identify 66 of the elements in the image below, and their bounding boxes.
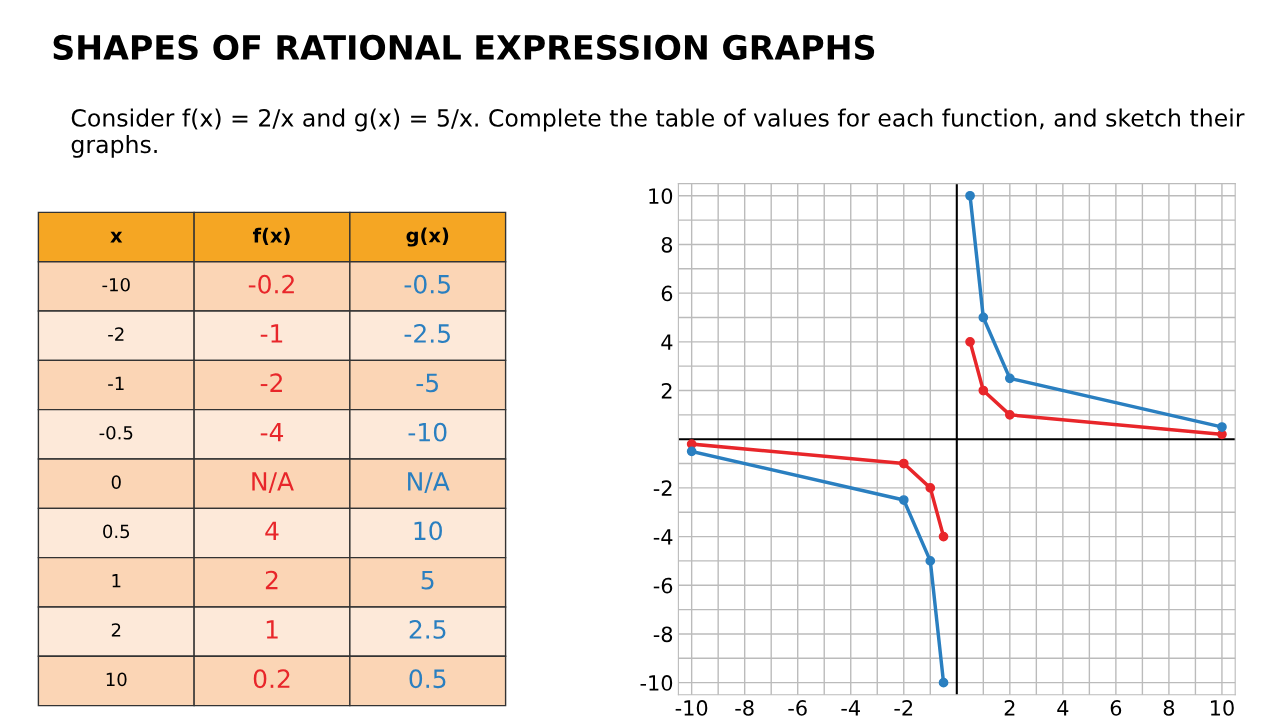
point	[965, 336, 975, 347]
text: -0.5	[99, 425, 133, 440]
point	[938, 531, 949, 542]
point	[938, 677, 949, 688]
text: g(x)	[406, 227, 449, 247]
point	[925, 556, 936, 566]
point	[1217, 422, 1227, 432]
y-tick-label: -6	[653, 577, 673, 594]
text: 10	[414, 521, 442, 541]
text: 5	[421, 570, 434, 590]
point	[965, 190, 975, 201]
y-tick-label: 4	[661, 334, 673, 350]
text: 0.5	[409, 669, 446, 689]
x-tick-label: -4	[841, 700, 860, 716]
y-tick-label: -2	[653, 480, 672, 496]
text: -4	[260, 423, 284, 442]
text: -1	[108, 376, 124, 390]
x-tick-label: 2	[1004, 700, 1015, 716]
text: -10	[408, 422, 447, 442]
point	[978, 312, 989, 323]
text: 2	[265, 570, 278, 590]
text: -2	[260, 373, 282, 392]
x-tick-label: -6	[788, 700, 807, 716]
text: 4	[265, 521, 279, 540]
point	[1004, 373, 1015, 384]
y-tick-label: -4	[653, 529, 673, 545]
x-tick-label: 6	[1110, 700, 1122, 716]
text: -0.5	[404, 274, 450, 294]
text: Consider f(x) = 2/x and g(x) = 5/x. Complete the table of values for each function, and sketch their graphs.	[71, 108, 1245, 158]
y-tick-label: -8	[653, 626, 673, 643]
text: -2.5	[404, 324, 450, 343]
text: 10	[106, 672, 127, 687]
text: 0.2	[253, 669, 290, 689]
x-tick-label: 10	[1210, 700, 1234, 716]
x-tick-label: -10	[675, 700, 708, 716]
point	[978, 385, 989, 396]
text: -2	[108, 327, 124, 341]
y-tick-label: 8	[661, 236, 673, 253]
text: -5	[416, 373, 439, 393]
text: 1	[112, 574, 121, 588]
text: 1	[266, 620, 278, 639]
text: -0.2	[248, 274, 294, 294]
x-tick-label: -2	[894, 700, 913, 716]
text: 0.5	[103, 524, 130, 539]
point	[1004, 409, 1015, 420]
text: -10	[102, 277, 130, 292]
text: 2.5	[409, 619, 446, 639]
point	[925, 483, 936, 493]
text: 2	[111, 623, 121, 637]
point	[898, 458, 909, 469]
text: x	[110, 231, 123, 243]
y-tick-label: -10	[640, 675, 673, 691]
x-tick-label: -8	[735, 700, 754, 716]
text: 0	[111, 475, 121, 489]
x-tick-label: 4	[1057, 700, 1069, 716]
y-tick-label: 6	[661, 285, 673, 302]
text: -1	[260, 324, 283, 343]
chart-title: SHAPES OF RATIONAL EXPRESSION GRAPHS	[53, 34, 875, 61]
text: N/A	[252, 472, 294, 493]
y-tick-label: 10	[649, 188, 673, 204]
y-tick-label: 2	[661, 382, 672, 399]
text: N/A	[408, 472, 450, 493]
point	[686, 446, 697, 457]
text: f(x)	[252, 227, 290, 245]
point	[898, 495, 909, 505]
x-tick-label: 8	[1163, 700, 1175, 716]
